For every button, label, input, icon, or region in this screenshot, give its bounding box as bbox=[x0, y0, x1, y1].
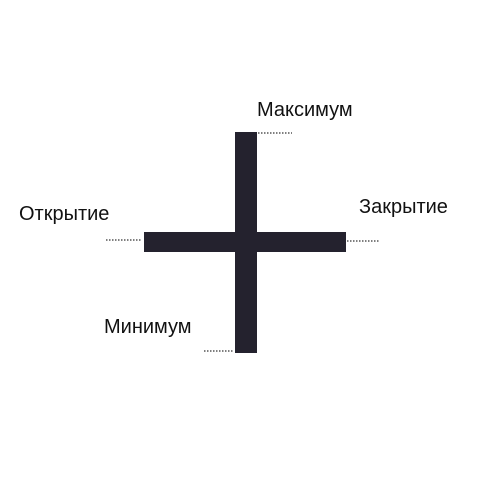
high-label: Максимум bbox=[257, 99, 353, 121]
open-label: Открытие bbox=[19, 203, 110, 225]
low-label: Минимум bbox=[104, 316, 192, 338]
close-label: Закрытие bbox=[359, 196, 448, 218]
horizontal-bar bbox=[144, 232, 346, 252]
